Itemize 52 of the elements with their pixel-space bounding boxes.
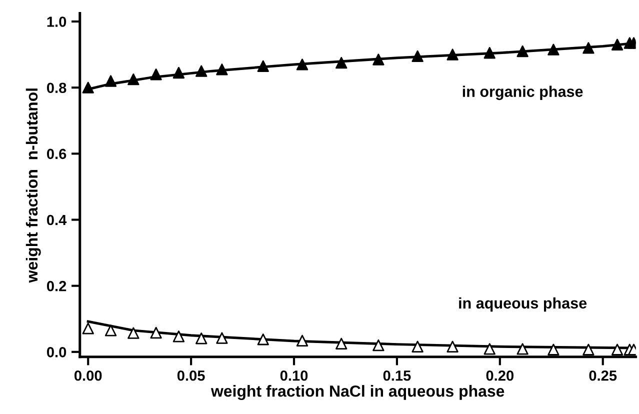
point <box>372 339 384 352</box>
point <box>446 340 458 352</box>
point <box>257 334 269 346</box>
point <box>257 60 269 72</box>
x-tick-label: 0.10 <box>280 370 308 381</box>
y-tick-label: 0.8 <box>46 82 66 94</box>
point <box>128 73 140 86</box>
point <box>372 54 384 66</box>
point <box>82 82 94 94</box>
x-tick-label: 0.00 <box>74 370 102 381</box>
point <box>412 50 424 62</box>
point <box>484 343 496 355</box>
point <box>216 332 228 344</box>
point <box>104 324 117 336</box>
point <box>296 58 308 70</box>
x-tick-label: 0.05 <box>177 370 205 381</box>
x-axis-title: weight fraction NaCl in aqueous phase <box>210 385 504 400</box>
point <box>611 38 624 50</box>
point <box>150 326 162 339</box>
point <box>446 48 458 60</box>
point <box>582 42 594 54</box>
point <box>548 344 560 356</box>
x-tick-label: 0.15 <box>383 370 411 381</box>
point <box>582 344 594 356</box>
x-tick-label: 0.25 <box>589 370 617 381</box>
point <box>516 343 528 355</box>
point <box>296 334 308 347</box>
point <box>548 44 560 56</box>
point <box>172 330 185 342</box>
point <box>104 75 117 87</box>
point <box>336 56 348 69</box>
point <box>412 340 424 352</box>
y-tick-label: 0.0 <box>46 347 66 358</box>
y-tick-label: 0.2 <box>46 280 66 292</box>
y-tick-label: 1.0 <box>47 16 66 27</box>
point <box>196 332 208 344</box>
point <box>82 322 94 334</box>
text: in aqueous phase <box>459 297 587 312</box>
point <box>150 68 162 80</box>
point <box>216 64 228 76</box>
x-tick-label: 0.20 <box>486 370 514 381</box>
point <box>128 327 140 339</box>
y-tick-label: 0.6 <box>46 148 66 160</box>
point <box>172 66 185 79</box>
series-label: in organic phase <box>462 86 583 100</box>
y-axis-title: weight fraction n-butanol <box>26 88 41 283</box>
point <box>611 344 624 356</box>
point <box>484 47 496 59</box>
point <box>196 65 208 77</box>
point <box>516 45 528 58</box>
y-tick-label: 0.4 <box>46 214 67 226</box>
point <box>336 338 348 350</box>
